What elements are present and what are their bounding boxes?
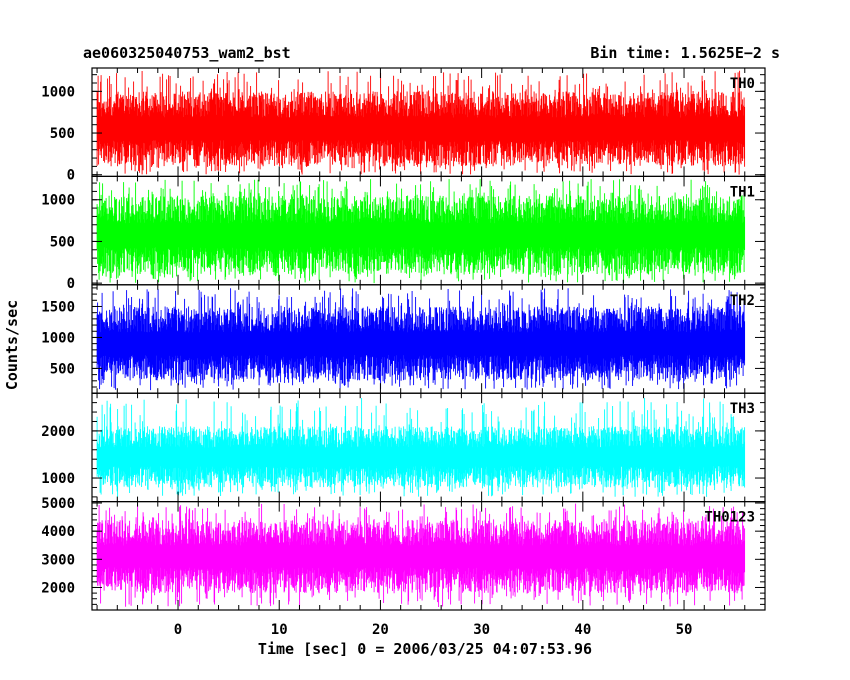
x-tick-label: 0 (174, 622, 182, 638)
x-tick-label: 40 (574, 622, 591, 638)
bin-time-label: Bin time: 1.5625E−2 s (590, 44, 780, 62)
panel-th2: 500 1000 1500 TH2 (41, 284, 766, 394)
panel-frame (91, 501, 766, 611)
panel-label: TH0123 (704, 510, 755, 526)
y-tick-label: 5000 (41, 496, 75, 512)
series-trace-th3 (96, 398, 746, 497)
y-tick-label: 2000 (41, 424, 75, 440)
series-band-th0123 (97, 545, 745, 568)
y-tick-label: 1000 (41, 330, 75, 346)
y-tick-label: 500 (50, 361, 75, 377)
y-axis-label: Counts/sec (3, 300, 21, 390)
y-tick-label: 4000 (41, 524, 75, 540)
y-tick-label: 2000 (41, 580, 75, 596)
x-tick-label: 30 (473, 622, 490, 638)
x-tick-label: 10 (271, 622, 288, 638)
x-axis-label: Time [sec] 0 = 2006/03/25 04:07:53.96 (258, 640, 592, 658)
series-band-th2 (97, 332, 745, 355)
panel-th3: 1000 2000 TH3 (41, 392, 766, 503)
y-tick-label: 1000 (41, 84, 75, 100)
series-band-th1 (97, 223, 745, 248)
y-tick-label: 1000 (41, 471, 75, 487)
panel-th1: 0 500 1000 TH1 (41, 175, 766, 292)
y-tick-label: 1500 (41, 299, 75, 315)
y-tick-label: 0 (67, 168, 75, 184)
y-tick-label: 0 (67, 276, 75, 292)
y-tick-label: 1000 (41, 193, 75, 209)
y-tick-label: 3000 (41, 552, 75, 568)
series-band-th0 (97, 117, 745, 141)
panel-label: TH2 (730, 293, 755, 309)
x-tick-label: 20 (372, 622, 389, 638)
panel-label: TH3 (730, 401, 755, 417)
panel-label: TH1 (730, 184, 755, 200)
chart-title: ae060325040753_wam2_bst (83, 44, 291, 62)
panel-label: TH0 (730, 76, 755, 92)
y-tick-label: 500 (50, 126, 75, 142)
y-tick-label: 500 (50, 234, 75, 250)
panel-th0: 0 500 1000 TH0 (41, 67, 766, 184)
series-band-th3 (97, 447, 745, 467)
panel-th0123: 2000 3000 4000 5000 TH0123 (41, 496, 766, 611)
x-tick-label: 50 (676, 622, 693, 638)
